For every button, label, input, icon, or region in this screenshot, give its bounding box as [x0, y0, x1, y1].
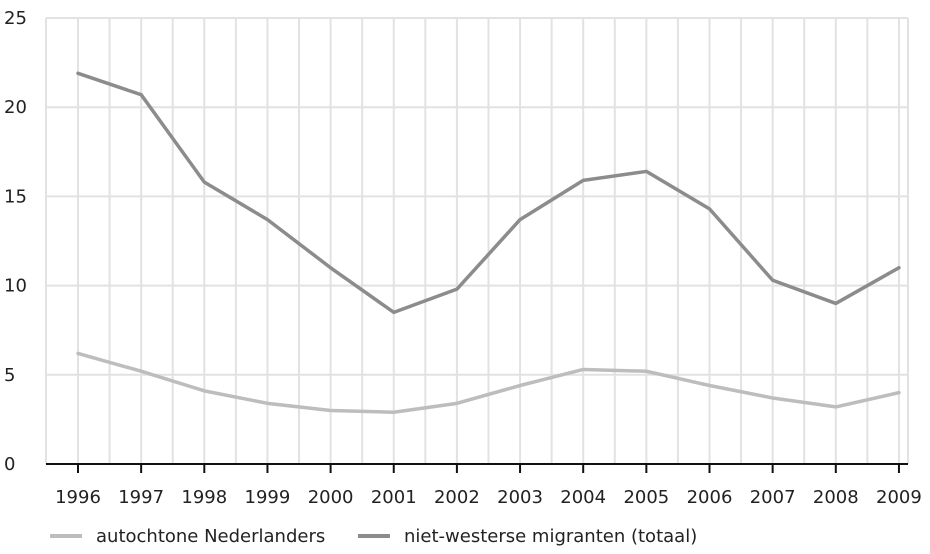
- x-tick-label: 1998: [181, 487, 227, 508]
- legend-label-1: niet-westerse migranten (totaal): [404, 526, 697, 547]
- x-tick-label: 2001: [371, 487, 417, 508]
- legend: autochtone Nederlanders niet-westerse mig…: [50, 526, 697, 547]
- y-tick-label: 10: [4, 276, 27, 297]
- series-line-1: [76, 71, 901, 315]
- series-line-0: [76, 351, 901, 415]
- y-tick-label: 15: [4, 186, 27, 207]
- x-tick-label: 2005: [623, 487, 669, 508]
- y-tick-label: 0: [4, 454, 15, 475]
- x-tick-label: 2003: [497, 487, 543, 508]
- x-tick-label: 2004: [560, 487, 606, 508]
- x-tick-label: 2009: [876, 487, 922, 508]
- x-tick-label: 2006: [687, 487, 733, 508]
- y-tick-label: 25: [4, 8, 27, 29]
- series-lines: [76, 71, 901, 415]
- x-tick-label: 1997: [118, 487, 164, 508]
- legend-label-0: autochtone Nederlanders: [96, 526, 325, 547]
- x-axis: [46, 463, 908, 473]
- grid: [45, 17, 909, 464]
- x-tick-label: 2008: [813, 487, 859, 508]
- x-tick-label: 2007: [750, 487, 796, 508]
- x-tick-label: 1999: [245, 487, 291, 508]
- x-axis-tick-labels: 1996 1997 1998 1999 2000 2001 2002 2003 2004 2005…: [55, 487, 922, 508]
- x-tick-label: 1996: [55, 487, 101, 508]
- y-tick-label: 20: [4, 97, 27, 118]
- x-tick-label: 2002: [434, 487, 480, 508]
- x-tick-label: 2000: [308, 487, 354, 508]
- y-axis-tick-labels: 0 5 10 15 20 25: [4, 8, 27, 475]
- y-tick-label: 5: [4, 365, 15, 386]
